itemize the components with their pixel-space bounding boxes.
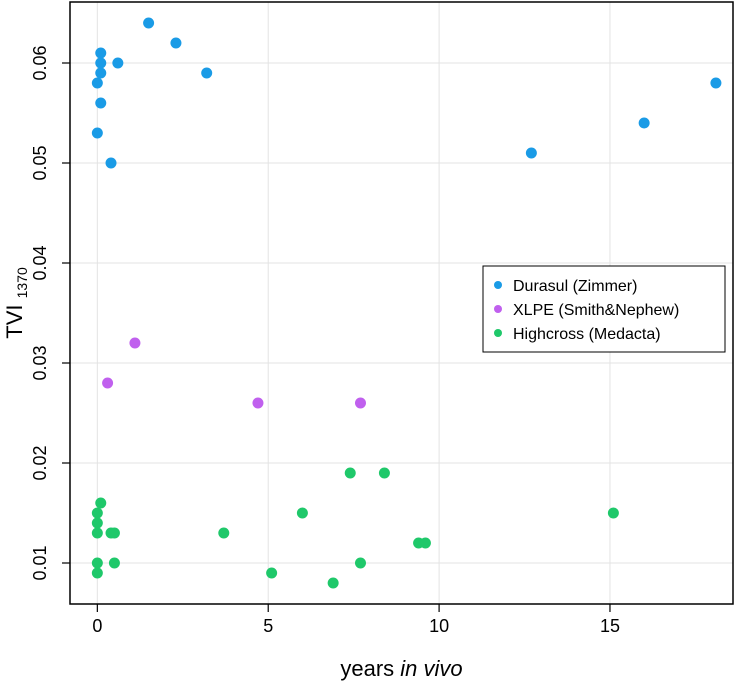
data-point xyxy=(129,337,141,349)
data-point xyxy=(91,527,103,539)
data-point xyxy=(112,57,124,69)
x-axis-title-italic: in vivo xyxy=(400,656,462,681)
y-axis-title-main: TVI xyxy=(2,305,27,339)
data-point xyxy=(91,77,103,89)
data-point xyxy=(108,527,120,539)
tick-layer: 0 5 10 15 0.01 0.02 0.03 0.04 0.05 0.06 xyxy=(30,45,620,636)
data-point xyxy=(525,147,537,159)
data-point xyxy=(170,37,182,49)
legend-items: Durasul (Zimmer) XLPE (Smith&Nephew) Highc… xyxy=(494,278,679,343)
y-axis-title-subscript: 1370 xyxy=(14,267,30,298)
x-tick-label: 5 xyxy=(263,616,273,636)
data-point xyxy=(354,397,366,409)
grid-layer xyxy=(70,2,733,604)
data-point xyxy=(91,507,103,519)
y-tick-label: 0.05 xyxy=(30,145,50,180)
y-tick-label: 0.03 xyxy=(30,345,50,380)
x-tick-label: 0 xyxy=(92,616,102,636)
data-point xyxy=(378,467,390,479)
data-point xyxy=(638,117,650,129)
data-point xyxy=(344,467,356,479)
data-point xyxy=(108,557,120,569)
y-tick-label: 0.01 xyxy=(30,545,50,580)
data-point xyxy=(201,67,213,79)
plot-frame xyxy=(69,1,734,605)
y-axis-title: TVI 1370 xyxy=(2,267,30,339)
data-point xyxy=(266,567,278,579)
data-point xyxy=(354,557,366,569)
x-tick-label: 15 xyxy=(600,616,620,636)
data-point xyxy=(327,577,339,589)
data-point xyxy=(95,97,107,109)
point-layer xyxy=(91,17,722,589)
data-point xyxy=(607,507,619,519)
data-point xyxy=(143,17,155,29)
legend-label: XLPE (Smith&Nephew) xyxy=(513,302,679,319)
legend-marker xyxy=(494,329,502,337)
x-tick-label: 10 xyxy=(429,616,449,636)
data-point xyxy=(91,127,103,139)
data-point xyxy=(91,557,103,569)
data-point xyxy=(296,507,308,519)
legend: Durasul (Zimmer) XLPE (Smith&Nephew) Highc… xyxy=(482,265,726,353)
y-tick-label: 0.04 xyxy=(30,245,50,280)
data-point xyxy=(91,517,103,529)
data-point xyxy=(95,47,107,59)
data-point xyxy=(95,57,107,69)
legend-label: Durasul (Zimmer) xyxy=(513,278,637,295)
data-point xyxy=(419,537,431,549)
data-point xyxy=(218,527,230,539)
legend-box xyxy=(482,265,726,353)
data-point xyxy=(95,67,107,79)
legend-marker xyxy=(494,281,502,289)
y-tick-label: 0.02 xyxy=(30,445,50,480)
data-point xyxy=(105,157,117,169)
data-point xyxy=(102,377,114,389)
x-axis-title: years in vivo xyxy=(340,656,462,681)
data-point xyxy=(95,497,107,509)
data-point xyxy=(91,567,103,579)
x-axis-title-main: years xyxy=(340,656,394,681)
data-point xyxy=(710,77,722,89)
data-point xyxy=(252,397,264,409)
y-tick-label: 0.06 xyxy=(30,45,50,80)
legend-marker xyxy=(494,305,502,313)
legend-label: Highcross (Medacta) xyxy=(513,326,661,343)
